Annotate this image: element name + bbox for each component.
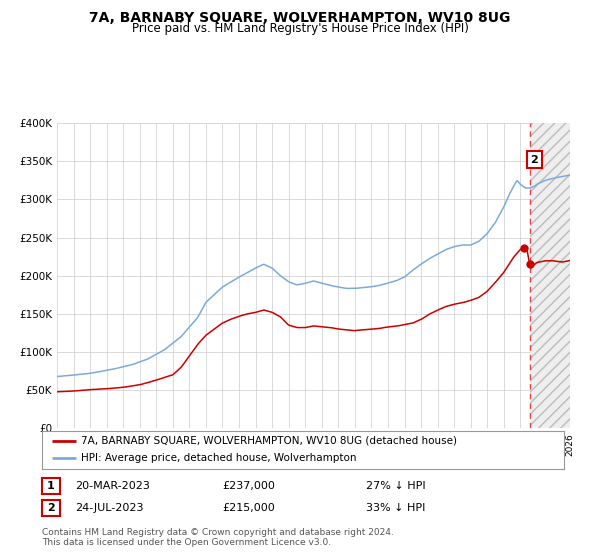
Text: 7A, BARNABY SQUARE, WOLVERHAMPTON, WV10 8UG: 7A, BARNABY SQUARE, WOLVERHAMPTON, WV10 … [89,11,511,25]
Bar [530,123,578,428]
Text: £237,000: £237,000 [222,481,275,491]
Text: Contains HM Land Registry data © Crown copyright and database right 2024.
This d: Contains HM Land Registry data © Crown c… [42,528,394,547]
Text: 33% ↓ HPI: 33% ↓ HPI [366,503,425,513]
Text: 20-MAR-2023: 20-MAR-2023 [75,481,150,491]
Text: 2: 2 [530,155,538,165]
Text: 7A, BARNABY SQUARE, WOLVERHAMPTON, WV10 8UG (detached house): 7A, BARNABY SQUARE, WOLVERHAMPTON, WV10 … [81,436,457,446]
Text: Price paid vs. HM Land Registry's House Price Index (HPI): Price paid vs. HM Land Registry's House … [131,22,469,35]
Text: 27% ↓ HPI: 27% ↓ HPI [366,481,425,491]
Text: HPI: Average price, detached house, Wolverhampton: HPI: Average price, detached house, Wolv… [81,454,356,464]
Text: 24-JUL-2023: 24-JUL-2023 [75,503,143,513]
Text: 1: 1 [47,481,55,491]
Text: £215,000: £215,000 [222,503,275,513]
Text: 2: 2 [47,503,55,513]
